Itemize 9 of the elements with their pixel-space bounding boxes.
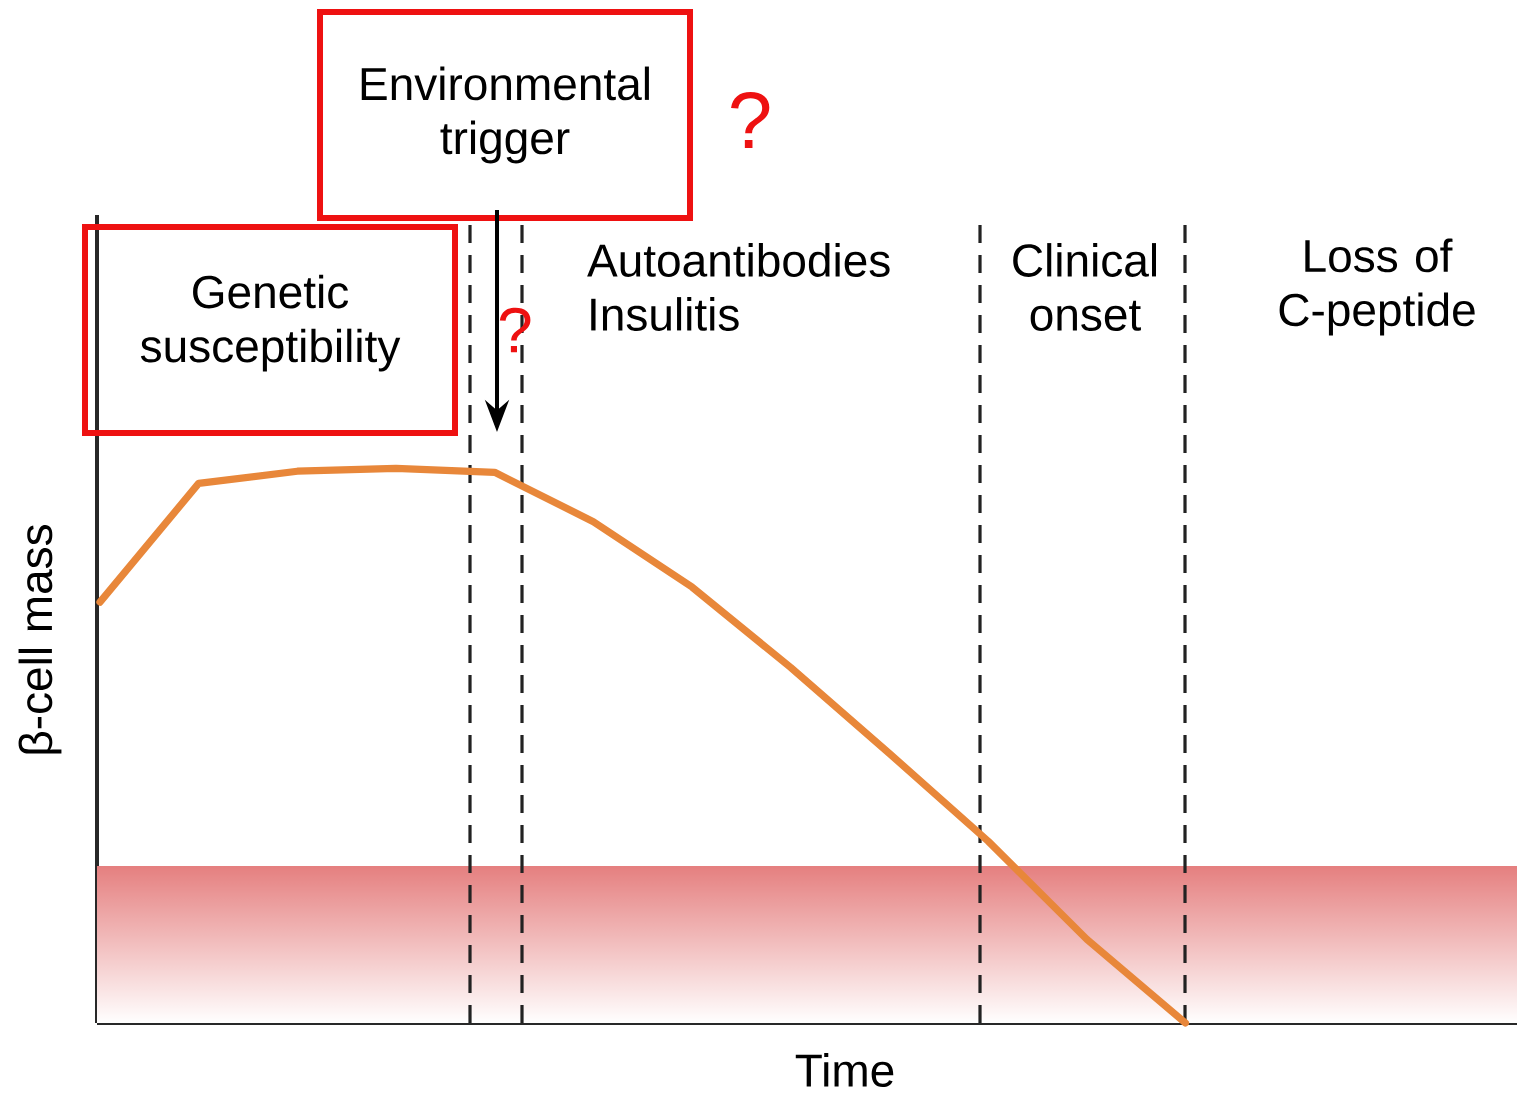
text: Genetic susceptibility [140, 274, 401, 372]
text: Autoantibodies Insulitis [587, 243, 890, 331]
text: Clinical onset [1013, 243, 1157, 331]
text: Environmental trigger [361, 66, 649, 164]
y-axis-title: β-cell mass [18, 525, 62, 754]
text: ? [499, 307, 531, 353]
x-axis-title: Time [795, 1053, 894, 1087]
text: ? [731, 92, 770, 148]
text: Loss of C-peptide [1279, 238, 1475, 336]
